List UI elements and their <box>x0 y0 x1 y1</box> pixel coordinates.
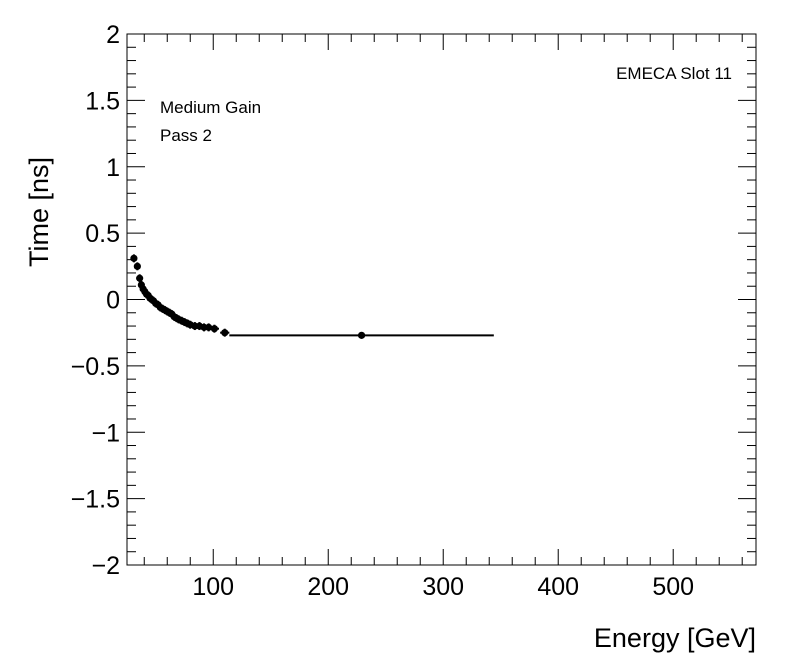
y-tick-label: −1.5 <box>71 486 120 514</box>
y-tick-label: −0.5 <box>71 353 120 381</box>
y-tick-label: 1.5 <box>85 87 120 115</box>
data-marker <box>221 329 229 337</box>
data-point <box>209 324 219 333</box>
data-point <box>133 262 141 271</box>
x-tick-label: 400 <box>537 573 579 601</box>
y-tick-label: 0 <box>106 287 120 315</box>
data-marker <box>136 274 144 282</box>
x-tick-label: 200 <box>307 573 349 601</box>
data-point <box>229 331 494 339</box>
x-tick-labels: 100 200 300 400 500 <box>192 573 694 601</box>
y-tick-label: 2 <box>106 21 120 49</box>
y-axis-title: Time [ns] <box>24 157 54 267</box>
data-marker <box>133 262 141 270</box>
data-marker <box>357 331 366 339</box>
x-tick-label: 300 <box>422 573 464 601</box>
axis-ticks <box>127 33 756 566</box>
data-point <box>136 274 144 283</box>
data-point <box>130 254 138 263</box>
data-point <box>220 328 230 337</box>
slot-annotation: EMECA Slot 11 <box>616 64 732 83</box>
gain-annotation: Medium Gain <box>160 98 261 117</box>
data-marker <box>130 254 138 262</box>
x-axis-title: Energy [GeV] <box>594 623 756 653</box>
data-marker <box>210 325 218 333</box>
data-series <box>130 254 494 339</box>
y-tick-label: −1 <box>91 419 120 447</box>
y-tick-label: 0.5 <box>85 220 120 248</box>
y-tick-labels: −2 −1.5 −1 −0.5 0 0.5 1 1.5 2 <box>71 21 120 580</box>
x-tick-label: 500 <box>652 573 694 601</box>
x-tick-label: 100 <box>192 573 234 601</box>
y-tick-label: −2 <box>91 552 120 580</box>
pass-annotation: Pass 2 <box>160 126 212 145</box>
y-tick-label: 1 <box>106 154 120 182</box>
